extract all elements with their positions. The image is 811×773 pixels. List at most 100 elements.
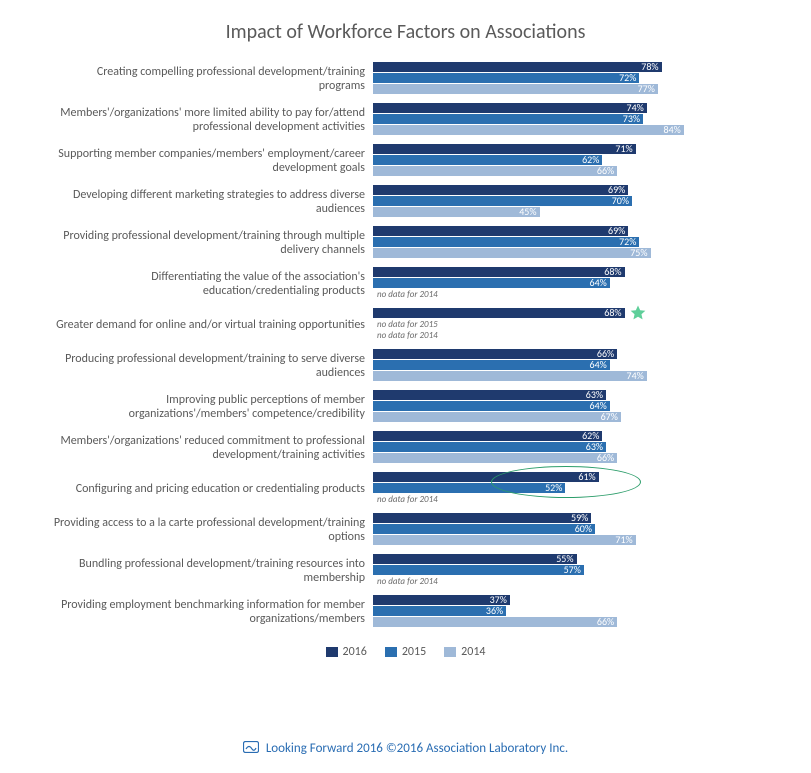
bar-y2014: 66%: [373, 166, 617, 176]
footer-text: Looking Forward 2016 ©2016 Association L…: [266, 741, 568, 756]
no-data-note: no data for 2014: [377, 494, 438, 506]
bar-value: 78%: [641, 61, 658, 73]
row-bars: 74%73% 84%: [373, 103, 763, 139]
bar-value: 68%: [604, 307, 621, 319]
bar-value: 77%: [638, 83, 655, 95]
row-label: Supporting member companies/members' emp…: [48, 148, 373, 176]
row-bars: 71% 62%66%: [373, 144, 763, 180]
chart-legend: 2016 2015 2014: [48, 645, 763, 659]
row-label: Members'/organizations' reduced commitme…: [48, 435, 373, 463]
bar-y2016: 59%: [373, 513, 591, 523]
bar-y2015: 57%: [373, 565, 584, 575]
bar-y2016: 69%: [373, 226, 628, 236]
star-icon: [629, 304, 647, 327]
bar-value: 75%: [630, 247, 647, 259]
bar-value: 66%: [597, 616, 614, 628]
row-label: Producing professional development/train…: [48, 353, 373, 381]
row-bars: 69%72%75%: [373, 226, 763, 262]
bar-y2014: 66%: [373, 617, 617, 627]
bar-y2015: 64%: [373, 360, 610, 370]
bar-y2015: 63%: [373, 442, 606, 452]
legend-label: 2014: [461, 645, 485, 659]
bar-y2015: 73%: [373, 114, 643, 124]
chart-rows: Creating compelling professional develop…: [48, 62, 763, 631]
row-label: Members'/organizations' more limited abi…: [48, 107, 373, 135]
bar-y2015: 72%: [373, 73, 639, 83]
legend-swatch: [444, 647, 456, 657]
bar-y2016: 66%: [373, 349, 617, 359]
row-label: Differentiating the value of the associa…: [48, 271, 373, 299]
row-bars: 63%64%67%: [373, 390, 763, 426]
chart-row: Providing access to a la carte professio…: [48, 513, 763, 549]
bar-value: 84%: [664, 124, 681, 136]
row-label: Configuring and pricing education or cre…: [48, 483, 373, 497]
legend-label: 2016: [343, 645, 367, 659]
chart-row: Configuring and pricing education or cre…: [48, 472, 763, 508]
bar-y2015: 62%: [373, 155, 602, 165]
row-label: Providing professional development/train…: [48, 230, 373, 258]
row-bars: 78% 72%77%: [373, 62, 763, 98]
bar-value: 66%: [597, 452, 614, 464]
chart-row: Providing employment benchmarking inform…: [48, 595, 763, 631]
chart-row: Greater demand for online and/or virtual…: [48, 308, 763, 344]
bar-y2015: 70%: [373, 196, 632, 206]
chart-row: Producing professional development/train…: [48, 349, 763, 385]
bar-value: 71%: [615, 143, 632, 155]
bar-value: 61%: [578, 471, 595, 483]
row-bars: 68%no data for 2015no data for 2014: [373, 308, 763, 344]
bar-y2014: 84%: [373, 125, 684, 135]
bar-y2014: 74%: [373, 371, 647, 381]
no-data-note: no data for 2014: [377, 330, 438, 342]
bar-y2016: 74%: [373, 103, 647, 113]
no-data-note: no data for 2014: [377, 289, 438, 301]
bar-y2016: 68%: [373, 267, 625, 277]
bar-y2016: 62%: [373, 431, 602, 441]
bar-value: 60%: [575, 523, 592, 535]
bar-y2015: 36%: [373, 606, 506, 616]
bar-value: 71%: [615, 534, 632, 546]
legend-item-y2014: 2014: [444, 645, 485, 659]
bar-value: 57%: [564, 564, 581, 576]
bar-y2016: 69%: [373, 185, 628, 195]
bar-y2016: 68%: [373, 308, 625, 318]
bar-y2014: 45%: [373, 207, 540, 217]
bar-y2016: 55%: [373, 554, 577, 564]
row-bars: 55%57%no data for 2014: [373, 554, 763, 590]
chart-row: Members'/organizations' more limited abi…: [48, 103, 763, 139]
chart-container: Impact of Workforce Factors on Associati…: [0, 0, 811, 659]
row-bars: 62%63%66%: [373, 431, 763, 467]
bar-y2014: 75%: [373, 248, 651, 258]
row-label: Bundling professional development/traini…: [48, 558, 373, 586]
chart-row: Providing professional development/train…: [48, 226, 763, 262]
bar-y2014: 71%: [373, 535, 636, 545]
bar-y2014: 77%: [373, 84, 658, 94]
oval-highlight: [491, 466, 641, 498]
legend-swatch: [326, 647, 338, 657]
row-label: Providing employment benchmarking inform…: [48, 599, 373, 627]
bar-y2015: 64%: [373, 278, 610, 288]
bar-value: 36%: [486, 605, 503, 617]
chart-row: Improving public perceptions of member o…: [48, 390, 763, 426]
bar-value: 64%: [590, 277, 607, 289]
row-label: Providing access to a la carte professio…: [48, 517, 373, 545]
bar-y2014: 67%: [373, 412, 621, 422]
bar-value: 45%: [519, 206, 536, 218]
bar-y2014: 66%: [373, 453, 617, 463]
bar-y2015: 64%: [373, 401, 610, 411]
legend-label: 2015: [402, 645, 426, 659]
bar-y2016: 61%: [373, 472, 599, 482]
row-bars: 37%36%66%: [373, 595, 763, 631]
chart-row: Supporting member companies/members' emp…: [48, 144, 763, 180]
bar-value: 72%: [619, 72, 636, 84]
bar-value: 52%: [545, 482, 562, 494]
row-bars: 61% 52% no data for 2014: [373, 472, 763, 508]
bar-y2015: 60%: [373, 524, 595, 534]
chart-row: Developing different marketing strategie…: [48, 185, 763, 221]
row-bars: 68%64% no data for 2014: [373, 267, 763, 303]
bar-value: 70%: [612, 195, 629, 207]
row-bars: 69%70% 45%: [373, 185, 763, 221]
row-label: Creating compelling professional develop…: [48, 66, 373, 94]
legend-swatch: [385, 647, 397, 657]
chart-row: Bundling professional development/traini…: [48, 554, 763, 590]
bar-y2015: 52%: [373, 483, 565, 493]
